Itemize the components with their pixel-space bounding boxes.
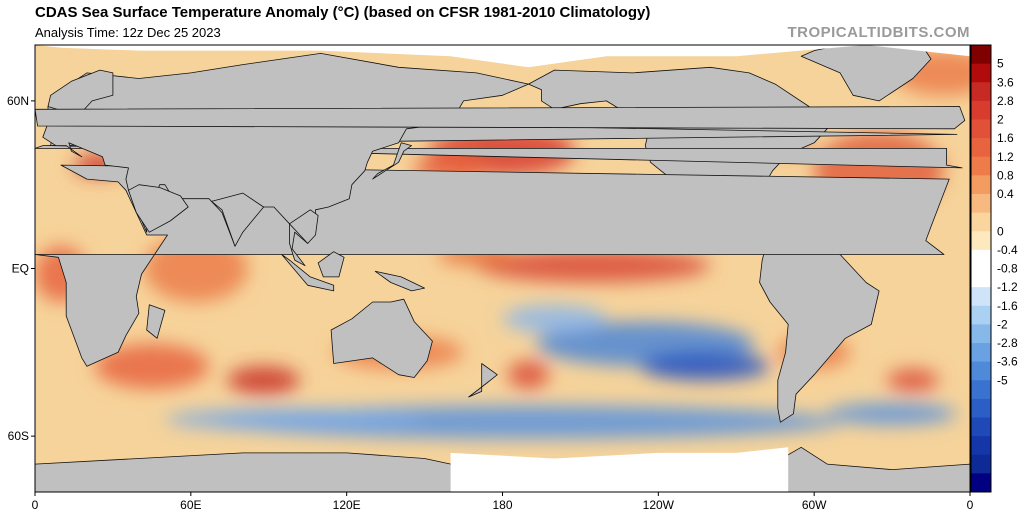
colorbar-segment — [971, 63, 991, 83]
colorbar-segment — [971, 398, 991, 418]
analysis-time: Analysis Time: 12z Dec 25 2023 — [35, 25, 221, 40]
land-southeast-asia — [289, 209, 319, 244]
land-sumatra-java — [281, 254, 335, 292]
land-new-guinea — [374, 270, 426, 292]
colorbar-segment — [971, 45, 991, 65]
anomaly-region-6 — [507, 360, 550, 389]
colorbar-label: 3.6 — [997, 75, 1014, 89]
land-madagascar — [146, 304, 166, 339]
colorbar-segment — [971, 268, 991, 288]
x-tick-label: 180 — [492, 498, 512, 512]
anomaly-region-4 — [227, 366, 300, 395]
colorbar-segment — [971, 473, 991, 493]
anomaly-region-15 — [502, 304, 607, 333]
land-arabia — [128, 184, 189, 233]
land-japan — [372, 142, 413, 180]
longitude-axis: 0 60E 120E 180 120W 60W 0 — [32, 492, 974, 512]
y-tick-label: 60S — [8, 429, 29, 443]
colorbar-segment — [971, 380, 991, 400]
colorbar-segment — [971, 324, 991, 344]
land-south-america — [759, 237, 880, 423]
brand-watermark: TROPICALTIDBITS.COM — [787, 24, 970, 41]
colorbar-label: -1.2 — [997, 280, 1018, 294]
x-tick-label: 60W — [802, 498, 827, 512]
colorbar-label: 2.8 — [997, 94, 1014, 108]
anomaly-region-2 — [476, 248, 711, 283]
page-title: CDAS Sea Surface Temperature Anomaly (°C… — [35, 4, 651, 21]
land-borneo — [317, 251, 345, 278]
x-tick-label: 0 — [967, 498, 974, 512]
colorbar-label: -0.4 — [997, 243, 1018, 257]
land-eurasia — [42, 53, 529, 267]
x-tick-label: 60E — [180, 498, 201, 512]
x-tick-label: 120W — [643, 498, 675, 512]
colorbar-label: -3.6 — [997, 355, 1018, 369]
colorbar-label: 0.4 — [997, 187, 1014, 201]
land-greenland — [800, 45, 932, 102]
anomaly-region-5 — [94, 343, 210, 389]
colorbar-label: 2 — [997, 113, 1004, 127]
colorbar-segment — [971, 287, 991, 307]
colorbar-segment — [971, 249, 991, 269]
colorbar-segment — [971, 436, 991, 456]
colorbar-label: -0.8 — [997, 262, 1018, 276]
colorbar-segment — [971, 138, 991, 158]
antarctic-ice — [450, 447, 789, 492]
colorbar-label: 1.6 — [997, 131, 1014, 145]
colorbar-label: -1.6 — [997, 299, 1018, 313]
colorbar-segment — [971, 212, 991, 232]
colorbar-segment — [971, 82, 991, 102]
land-africa — [35, 164, 950, 367]
colorbar-label: 1.2 — [997, 150, 1014, 164]
anomaly-region-12 — [886, 369, 939, 392]
colorbar-segment — [971, 175, 991, 195]
colorbar-segment — [971, 100, 991, 120]
colorbar-segment — [971, 343, 991, 363]
anomaly-region-14 — [640, 352, 771, 381]
land-uk — [35, 106, 966, 130]
colorbar-segment — [971, 231, 991, 251]
map-area — [35, 45, 970, 492]
anomaly-region-18 — [827, 402, 958, 425]
colorbar-segment — [971, 119, 991, 139]
anomaly-region-17 — [164, 408, 425, 431]
colorbar-label: 0.8 — [997, 168, 1014, 182]
land-india — [211, 192, 265, 247]
colorbar-label: 0 — [997, 224, 1004, 238]
colorbar: 5 3.6 2.8 2 1.6 1.2 0.8 0.4 0 -0.4 -0.8 -1.2 -1.6 -2 -… — [970, 44, 1018, 493]
land-new-zealand — [468, 363, 498, 398]
colorbar-label: 5 — [997, 57, 1004, 71]
y-tick-label: EQ — [12, 262, 29, 276]
colorbar-segment — [971, 454, 991, 474]
colorbar-label: -2 — [997, 317, 1008, 331]
y-tick-label: 60N — [7, 94, 29, 108]
colorbar-segment — [971, 417, 991, 437]
x-tick-label: 120E — [333, 498, 361, 512]
colorbar-frame — [970, 44, 992, 493]
colorbar-label: -5 — [997, 373, 1008, 387]
sea-ice-layer — [35, 45, 970, 492]
x-tick-label: 0 — [32, 498, 39, 512]
colorbar-segment — [971, 361, 991, 381]
land-australia — [330, 298, 433, 378]
arctic-ice — [35, 45, 970, 68]
colorbar-label: -2.8 — [997, 336, 1018, 350]
colorbar-segment — [971, 194, 991, 214]
colorbar-segment — [971, 156, 991, 176]
colorbar-segment — [971, 305, 991, 325]
latitude-axis: 60N EQ 60S — [7, 94, 35, 443]
